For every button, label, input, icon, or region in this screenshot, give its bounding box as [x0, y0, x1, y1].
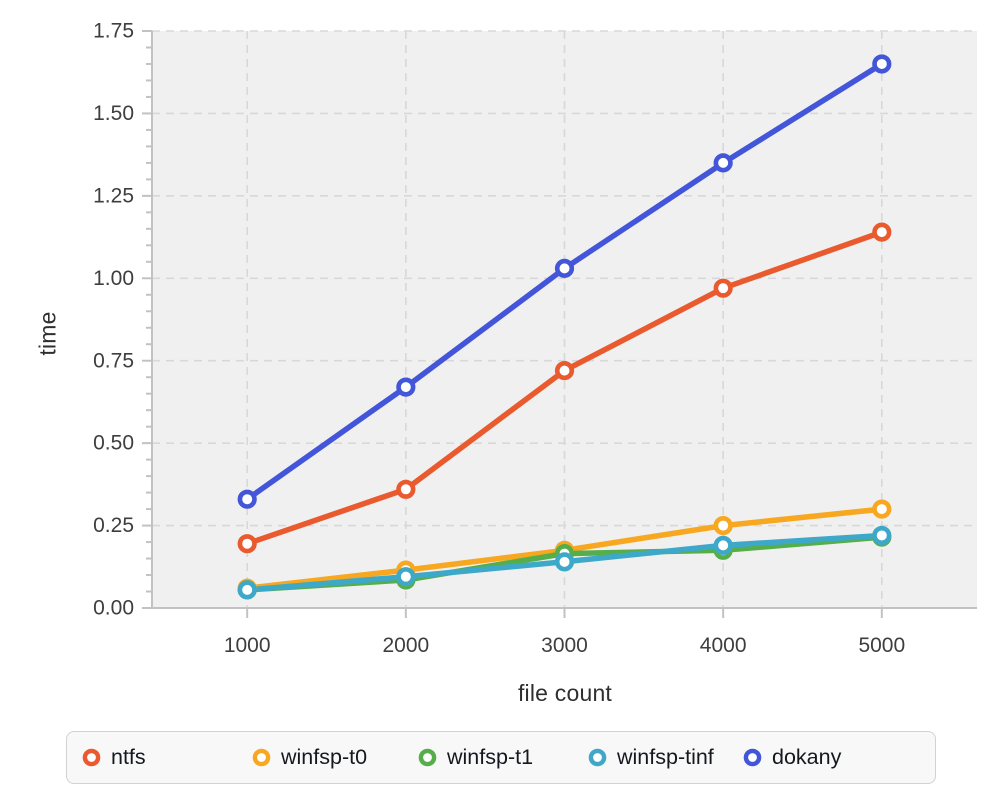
x-axis-title: file count — [517, 680, 613, 706]
data-point-winfsp-t0 — [872, 499, 892, 519]
legend-item-ntfs: ntfs — [82, 745, 252, 770]
x-tick-label: 2000 — [382, 634, 429, 657]
legend-label: dokany — [772, 745, 842, 769]
legend-item-winfsp-t0: winfsp-t0 — [252, 745, 418, 770]
data-point-dokany — [872, 54, 892, 74]
x-tick-label: 3000 — [541, 634, 588, 657]
legend-label: ntfs — [111, 745, 146, 769]
y-tick-label: 1.00 — [93, 267, 134, 290]
legend-marker-icon — [588, 748, 607, 767]
legend-item-winfsp-t1: winfsp-t1 — [418, 745, 588, 770]
legend-label: winfsp-tinf — [617, 745, 714, 769]
x-tick-label: 1000 — [224, 634, 271, 657]
data-point-winfsp-t0 — [713, 515, 733, 536]
legend-marker-icon — [743, 748, 762, 767]
data-point-ntfs — [554, 361, 575, 381]
legend-marker-icon — [82, 748, 101, 767]
y-axis-title: time — [34, 311, 61, 356]
data-point-ntfs — [872, 222, 892, 242]
data-point-winfsp-tinf — [396, 567, 416, 587]
legend-item-dokany: dokany — [743, 745, 841, 770]
data-point-ntfs — [237, 534, 257, 554]
data-point-ntfs — [396, 479, 416, 499]
data-point-dokany — [396, 377, 416, 397]
x-tick-label: 5000 — [858, 634, 905, 657]
data-point-winfsp-tinf — [554, 552, 575, 572]
y-tick-label: 1.25 — [93, 184, 134, 207]
data-point-dokany — [713, 153, 733, 173]
legend-label: winfsp-t0 — [281, 745, 368, 769]
legend-marker-icon — [252, 748, 271, 767]
y-tick-label: 0.00 — [93, 597, 134, 620]
legend: ntfs winfsp-t0 winfsp-t1 winfsp-tinf dokany — [66, 731, 936, 784]
data-point-dokany — [554, 258, 575, 278]
legend-item-winfsp-tinf: winfsp-tinf — [588, 745, 743, 770]
data-point-dokany — [237, 489, 257, 509]
y-tick-label: 0.50 — [93, 432, 134, 455]
data-point-winfsp-tinf — [237, 580, 257, 600]
data-point-winfsp-tinf — [872, 525, 892, 546]
y-tick-label: 1.75 — [93, 20, 134, 43]
legend-label: winfsp-t1 — [447, 745, 534, 769]
y-tick-label: 0.75 — [93, 349, 134, 372]
data-point-winfsp-tinf — [713, 535, 733, 555]
x-tick-label: 4000 — [700, 634, 747, 657]
y-tick-label: 0.25 — [93, 514, 134, 537]
y-tick-label: 1.50 — [93, 102, 134, 125]
data-point-ntfs — [713, 278, 733, 298]
legend-marker-icon — [418, 748, 437, 767]
